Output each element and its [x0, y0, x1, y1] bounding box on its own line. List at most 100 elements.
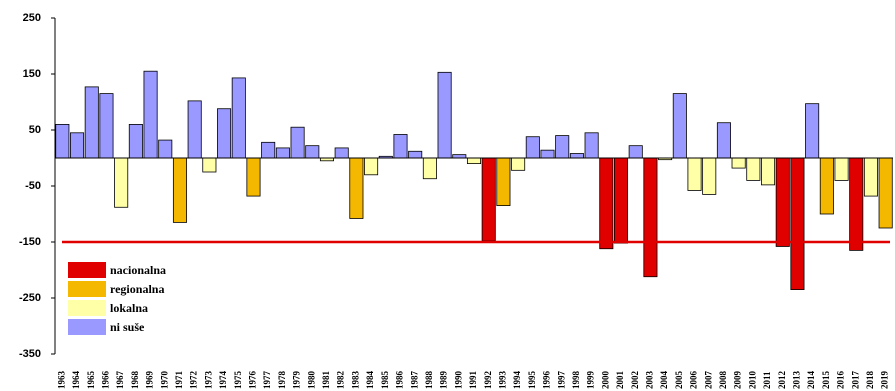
- x-tick-label: 2017: [850, 371, 860, 390]
- legend-label: regionalna: [110, 282, 164, 296]
- bar: [540, 149, 555, 159]
- legend-label: ni suše: [110, 320, 145, 334]
- bar: [187, 100, 202, 159]
- bar: [349, 157, 364, 219]
- x-tick-label: 1987: [409, 371, 419, 390]
- bar: [231, 77, 246, 159]
- x-tick-label: 1988: [424, 371, 434, 390]
- x-tick-label: 1970: [159, 371, 169, 390]
- bar: [775, 157, 790, 247]
- legend-swatch: [68, 281, 106, 297]
- x-tick-label: 1972: [189, 371, 199, 390]
- x-tick-label: 1964: [71, 371, 81, 390]
- bar: [496, 157, 511, 206]
- bar: [849, 157, 864, 251]
- x-tick-label: 1979: [292, 371, 302, 390]
- bar: [452, 154, 467, 159]
- x-tick-label: 1971: [174, 371, 184, 390]
- x-tick-label: 1981: [321, 371, 331, 390]
- bar: [819, 157, 834, 215]
- x-tick-label: 2014: [806, 371, 816, 390]
- bar: [466, 157, 482, 164]
- y-tick-label: 150: [23, 68, 41, 80]
- bar: [511, 157, 526, 171]
- x-tick-label: 1993: [497, 371, 507, 390]
- y-tick-label: -250: [19, 292, 41, 304]
- x-tick-label: 1986: [395, 371, 405, 390]
- x-tick-label: 1966: [101, 371, 111, 390]
- x-tick-label: 1989: [439, 371, 449, 390]
- x-tick-label: 1977: [262, 371, 272, 390]
- bar: [261, 141, 276, 159]
- x-tick-label: 1985: [380, 371, 390, 390]
- x-tick-label: 1990: [453, 371, 463, 390]
- bar: [614, 157, 629, 244]
- bar: [555, 135, 570, 159]
- bar: [334, 147, 349, 159]
- x-tick-label: 2016: [836, 371, 846, 390]
- bar: [99, 93, 114, 159]
- bar: [246, 157, 261, 197]
- bar: [143, 70, 158, 159]
- x-tick-label: 2019: [880, 371, 890, 390]
- x-tick-label: 2001: [615, 371, 625, 390]
- x-tick-label: 2004: [659, 371, 669, 390]
- bar: [481, 157, 496, 242]
- x-tick-label: 1995: [527, 371, 537, 390]
- x-tick-label: 2005: [674, 371, 684, 390]
- x-tick-label: 2011: [762, 371, 772, 389]
- bar: [702, 157, 717, 195]
- bar: [305, 145, 320, 159]
- x-tick-label: 1968: [130, 371, 140, 390]
- y-tick-label: 250: [23, 12, 41, 24]
- bar: [437, 71, 452, 159]
- x-tick-label: 1973: [203, 371, 213, 390]
- legend-swatch: [68, 319, 106, 335]
- bar: [393, 134, 408, 159]
- bar: [687, 157, 702, 191]
- x-tick-label: 2000: [600, 371, 610, 390]
- bar: [790, 157, 805, 291]
- x-tick-label: 2003: [644, 371, 654, 390]
- bar: [805, 103, 820, 159]
- bar: [599, 157, 614, 250]
- x-tick-label: 2015: [821, 371, 831, 390]
- x-tick-label: 2007: [703, 371, 713, 390]
- x-tick-label: 1980: [306, 371, 316, 390]
- bar: [128, 124, 143, 159]
- bar: [628, 145, 643, 159]
- x-tick-label: 2008: [718, 371, 728, 390]
- x-tick-label: 1965: [86, 371, 96, 390]
- x-tick-label: 1984: [365, 371, 375, 390]
- x-tick-label: 2006: [689, 371, 699, 390]
- bar: [878, 157, 893, 229]
- x-tick-label: 1969: [145, 371, 155, 390]
- bar: [55, 124, 70, 159]
- x-tick-label: 1974: [218, 371, 228, 390]
- legend-label: lokalna: [110, 301, 148, 315]
- bar: [290, 126, 305, 159]
- legend-swatch: [68, 300, 106, 316]
- x-tick-label: 1976: [248, 371, 258, 390]
- bar: [422, 157, 437, 180]
- bar: [525, 136, 540, 159]
- legend-label: nacionalna: [110, 263, 166, 277]
- x-tick-label: 2009: [733, 371, 743, 390]
- x-tick-label: 1967: [115, 371, 125, 390]
- y-tick-label: -50: [25, 180, 41, 192]
- bar: [731, 157, 746, 169]
- x-tick-label: 1991: [468, 371, 478, 390]
- x-tick-label: 1998: [571, 371, 581, 390]
- bar: [672, 93, 687, 159]
- x-tick-label: 2012: [777, 371, 787, 390]
- x-tick-label: 1992: [483, 371, 493, 390]
- bar: [643, 157, 658, 278]
- bar: [70, 132, 85, 159]
- legend-swatch: [68, 262, 106, 278]
- x-tick-label: 2013: [792, 371, 802, 390]
- y-tick-label: 50: [29, 124, 41, 136]
- bar: [746, 157, 761, 181]
- x-tick-label: 1963: [56, 371, 66, 390]
- x-tick-label: 1994: [512, 371, 522, 390]
